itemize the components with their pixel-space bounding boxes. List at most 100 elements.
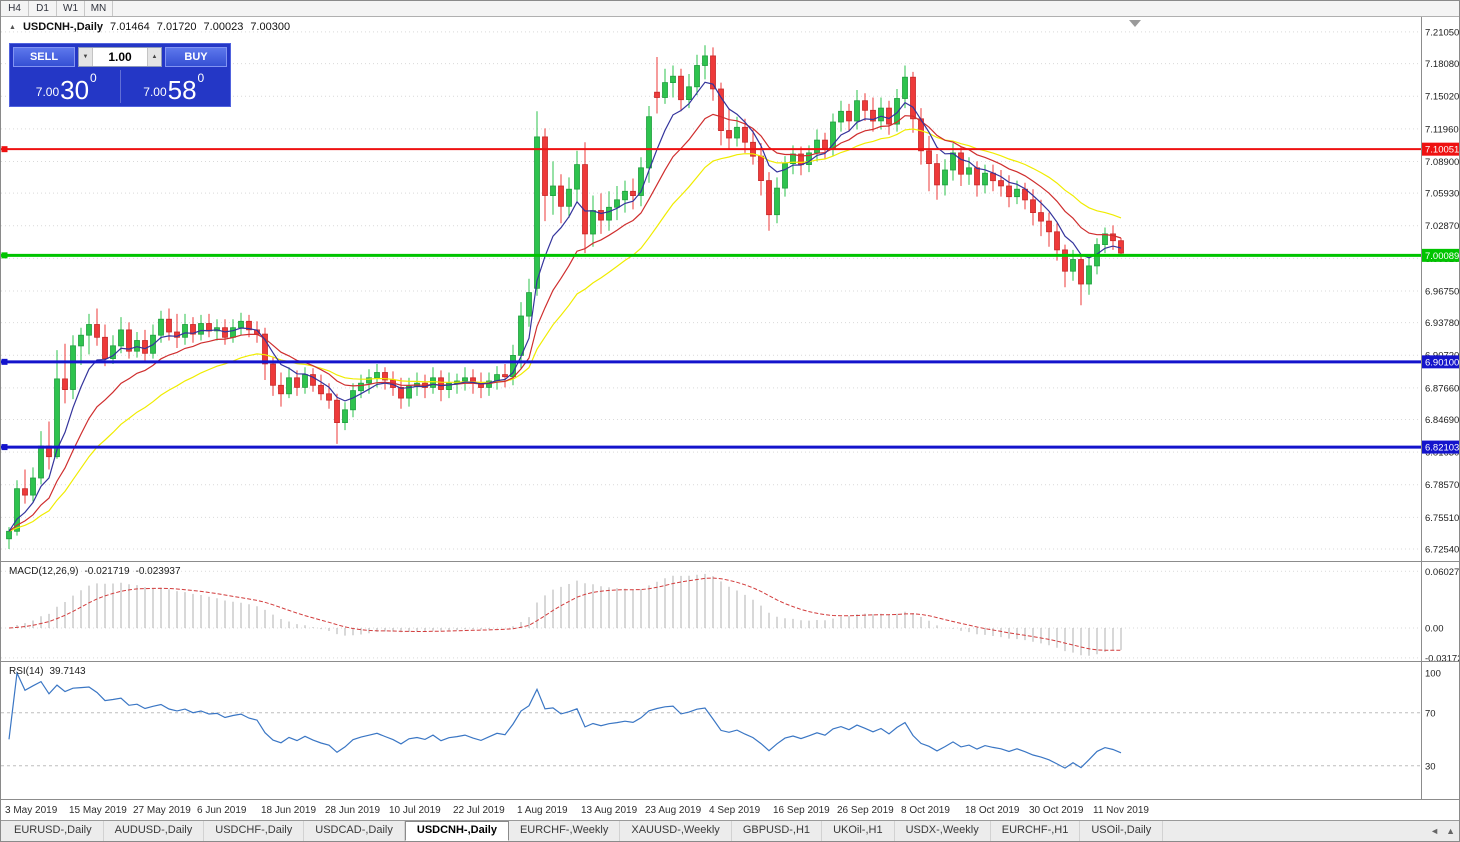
svg-text:10 Jul 2019: 10 Jul 2019 — [389, 805, 441, 816]
chart-tabs: EURUSD-,Daily AUDUSD-,Daily USDCHF-,Daily U… — [1, 821, 1459, 841]
svg-text:28 Jun 2019: 28 Jun 2019 — [325, 805, 380, 816]
sell-price-pipette: 0 — [90, 71, 97, 85]
chart-tab-eurusd-daily[interactable]: EURUSD-,Daily — [3, 821, 104, 841]
svg-text:0.00: 0.00 — [1425, 624, 1444, 635]
rsi-name: RSI(14) — [9, 666, 44, 677]
svg-text:30: 30 — [1425, 761, 1436, 772]
symbol-name: USDCNH-,Daily — [22, 21, 104, 33]
rsi-indicator-label: RSI(14) 39.7143 — [9, 666, 86, 677]
line-handle-icon[interactable] — [1, 146, 8, 153]
line-handle-icon[interactable] — [1, 252, 8, 259]
timeframe-button-w1[interactable]: W1 — [57, 1, 85, 16]
svg-text:6.87660: 6.87660 — [1425, 383, 1459, 394]
rsi-line — [8, 670, 1122, 769]
chart-tab-usdcad-daily[interactable]: USDCAD-,Daily — [304, 821, 405, 841]
line-price-tag — [1422, 355, 1459, 369]
sell-price-prefix: 7.00 — [35, 85, 60, 99]
line-price-tag-label: 6.82103 — [1425, 443, 1459, 454]
one-click-trading-panel: SELL ▼ 1.00 ▲ BUY 7.00 30 0 7.00 58 0 — [9, 43, 231, 107]
svg-text:7.11960: 7.11960 — [1425, 124, 1459, 135]
svg-text:27 May 2019: 27 May 2019 — [133, 805, 191, 816]
tab-scroll-buttons: ◄ ▲ — [1430, 821, 1455, 841]
line-handle-icon[interactable] — [1, 444, 8, 451]
volume-value[interactable]: 1.00 — [108, 50, 132, 64]
chart-tab-xauusd-weekly[interactable]: XAUUSD-,Weekly — [620, 821, 732, 841]
svg-text:6.72540: 6.72540 — [1425, 545, 1459, 556]
line-price-tag — [1422, 142, 1459, 156]
collapse-arrow-icon[interactable]: ▲ — [9, 23, 16, 31]
line-price-tag-label: 7.10051 — [1425, 145, 1459, 156]
chart-tab-usoil-daily[interactable]: USOil-,Daily — [1080, 821, 1164, 841]
svg-text:3 May 2019: 3 May 2019 — [5, 805, 58, 816]
svg-text:18 Jun 2019: 18 Jun 2019 — [261, 805, 316, 816]
chart-tab-ukoil-h1[interactable]: UKOil-,H1 — [822, 821, 895, 841]
volume-increase-button[interactable]: ▲ — [147, 48, 161, 66]
chart-tab-eurchf-weekly[interactable]: EURCHF-,Weekly — [509, 821, 621, 841]
chart-ohlc-header: ▲ USDCNH-,Daily 7.01464 7.01720 7.00023 … — [9, 21, 290, 33]
moving-average-line-24 — [8, 128, 1122, 532]
svg-text:-0.03172: -0.03172 — [1425, 653, 1460, 664]
line-price-tag — [1422, 440, 1459, 454]
buy-price-display[interactable]: 7.00 58 0 — [121, 70, 228, 103]
buy-price-pipette: 0 — [197, 71, 205, 85]
svg-text:8 Oct 2019: 8 Oct 2019 — [901, 805, 950, 816]
macd-name: MACD(12,26,9) — [9, 566, 79, 577]
ohlc-high: 7.01720 — [156, 21, 197, 33]
ohlc-close: 7.00300 — [250, 21, 291, 33]
svg-text:13 Aug 2019: 13 Aug 2019 — [581, 805, 638, 816]
macd-indicator-label: MACD(12,26,9) -0.021719 -0.023937 — [9, 566, 181, 577]
ohlc-low: 7.00023 — [203, 21, 244, 33]
chart-tabs-bar: EURUSD-,Daily AUDUSD-,Daily USDCHF-,Daily U… — [1, 820, 1459, 841]
chart-tab-eurchf-h1[interactable]: EURCHF-,H1 — [991, 821, 1081, 841]
price-axis-labels: 7.21050 7.18080 7.15020 7.11960 7.08900 7.059… — [1425, 27, 1459, 555]
chart-tab-audusd-daily[interactable]: AUDUSD-,Daily — [104, 821, 205, 841]
timeframe-button-d1[interactable]: D1 — [29, 1, 57, 16]
svg-text:0.060273: 0.060273 — [1425, 567, 1460, 578]
macd-histogram — [16, 573, 1122, 656]
sell-button[interactable]: SELL — [13, 47, 75, 67]
timeframe-toolbar: H4 D1 W1 MN — [1, 1, 1459, 17]
svg-text:7.02870: 7.02870 — [1425, 221, 1459, 232]
svg-text:7.08900: 7.08900 — [1425, 157, 1459, 168]
svg-text:7.18080: 7.18080 — [1425, 59, 1459, 70]
moving-average-line-6 — [8, 81, 1122, 532]
date-axis-labels: 3 May 2019 15 May 2019 27 May 2019 6 Jun 20… — [5, 805, 1149, 816]
tab-scroll-left-icon[interactable]: ◄ — [1430, 826, 1440, 836]
svg-text:7.15020: 7.15020 — [1425, 92, 1459, 103]
svg-text:4 Sep 2019: 4 Sep 2019 — [709, 805, 761, 816]
svg-text:7.05930: 7.05930 — [1425, 189, 1459, 200]
volume-decrease-button[interactable]: ▼ — [79, 48, 93, 66]
tab-scroll-up-icon[interactable]: ▲ — [1446, 826, 1455, 836]
chart-tab-usdcnh-daily[interactable]: USDCNH-,Daily — [404, 821, 509, 841]
buy-price-prefix: 7.00 — [143, 85, 167, 99]
scroll-to-end-icon[interactable] — [1129, 20, 1141, 27]
buy-button[interactable]: BUY — [165, 47, 227, 67]
rsi-value: 39.7143 — [49, 666, 86, 677]
macd-signal-line — [8, 577, 1121, 651]
macd-signal-value: -0.023937 — [135, 566, 181, 577]
timeframe-button-h4[interactable]: H4 — [1, 1, 29, 16]
line-price-tag-label: 7.00089 — [1425, 251, 1459, 262]
chart-tab-gbpusd-h1[interactable]: GBPUSD-,H1 — [732, 821, 823, 841]
svg-text:11 Nov 2019: 11 Nov 2019 — [1093, 805, 1149, 816]
svg-text:6.75510: 6.75510 — [1425, 513, 1459, 524]
svg-text:18 Oct 2019: 18 Oct 2019 — [965, 805, 1020, 816]
svg-text:6.96750: 6.96750 — [1425, 287, 1459, 298]
ohlc-open: 7.01464 — [110, 21, 150, 33]
buy-price-pips: 58 — [167, 74, 197, 105]
candlestick-series[interactable] — [6, 45, 1124, 549]
timeframe-button-mn[interactable]: MN — [85, 1, 113, 16]
chart-tab-usdchf-daily[interactable]: USDCHF-,Daily — [204, 821, 305, 841]
svg-text:1 Aug 2019: 1 Aug 2019 — [517, 805, 568, 816]
volume-control[interactable]: ▼ 1.00 ▲ — [78, 47, 162, 67]
svg-text:6 Jun 2019: 6 Jun 2019 — [197, 805, 247, 816]
chart-tab-usdx-weekly[interactable]: USDX-,Weekly — [895, 821, 991, 841]
line-handle-icon[interactable] — [1, 358, 8, 365]
svg-text:6.93780: 6.93780 — [1425, 318, 1459, 329]
sell-price-display[interactable]: 7.00 30 0 — [13, 70, 121, 103]
line-price-tag-label: 6.90100 — [1425, 357, 1459, 368]
svg-text:6.78570: 6.78570 — [1425, 480, 1459, 491]
price-gridlines — [1, 31, 1421, 550]
